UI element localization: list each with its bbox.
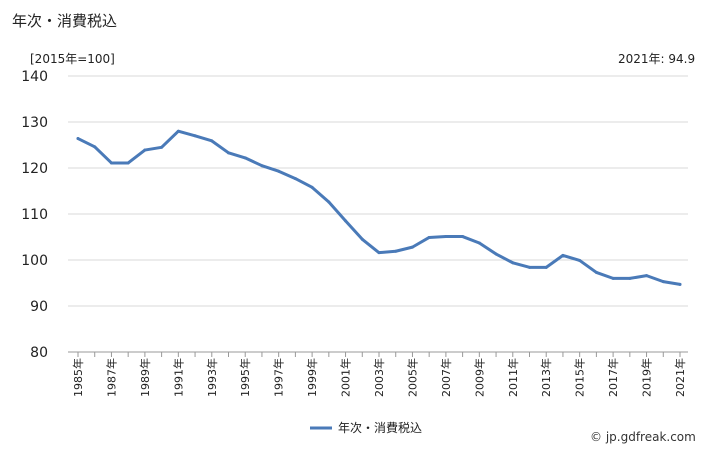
data-point <box>477 241 481 245</box>
x-tick-label: 2003年 <box>372 358 386 397</box>
data-point <box>277 169 281 173</box>
data-point <box>628 276 632 280</box>
x-tick-label: 2001年 <box>339 358 353 397</box>
data-point <box>227 151 230 155</box>
legend-label: 年次・消費税込 <box>338 420 422 435</box>
data-point <box>327 200 331 204</box>
data-point <box>461 235 465 239</box>
x-tick-label: 2007年 <box>439 358 453 397</box>
data-point <box>678 282 682 286</box>
x-tick-label: 2013年 <box>539 358 553 397</box>
latest-value-label: 2021年: 94.9 <box>618 52 696 66</box>
y-tick-label: 120 <box>21 161 48 177</box>
x-tick-label: 2005年 <box>405 358 419 397</box>
data-point <box>528 265 531 269</box>
data-point <box>160 145 164 149</box>
data-point <box>611 276 615 280</box>
x-tick-label: 2015年 <box>573 358 587 397</box>
data-point <box>126 161 130 165</box>
data-point <box>344 219 348 223</box>
data-point <box>410 245 414 249</box>
gridlines <box>68 75 688 307</box>
legend: 年次・消費税込 <box>310 420 422 435</box>
x-tick-labels: 1985年 1987年 1989年 1991年 1993年 1995年 1997年 1999年… <box>71 358 687 397</box>
data-point <box>143 148 147 152</box>
x-tick-label: 1985年 <box>71 358 85 397</box>
source-credit: © jp.gdfreak.com <box>590 430 696 444</box>
x-tick-label: 2021年 <box>673 358 687 397</box>
x-tick-label: 2011年 <box>506 358 520 397</box>
series-line <box>76 129 682 286</box>
x-tick-label: 1987年 <box>104 358 118 397</box>
data-point <box>193 134 197 138</box>
x-tick-label: 2019年 <box>640 358 654 397</box>
x-tick-label: 1995年 <box>238 358 252 397</box>
x-tick-label: 2009年 <box>472 358 486 397</box>
data-point <box>260 164 264 168</box>
data-point <box>427 235 431 239</box>
x-tick-label: 1997年 <box>272 358 286 397</box>
data-point <box>109 161 113 165</box>
data-point <box>243 156 247 160</box>
data-point <box>594 270 598 274</box>
data-point <box>645 274 649 278</box>
data-point <box>511 261 515 265</box>
y-tick-label: 100 <box>21 253 48 269</box>
y-tick-labels: 80 90 100 110 120 130 140 <box>21 69 48 361</box>
x-tick-label: 1999年 <box>305 358 319 397</box>
data-point <box>310 185 314 189</box>
x-tick-label: 1993年 <box>205 358 219 397</box>
data-point <box>377 251 381 255</box>
unit-label: [2015年=100] <box>30 52 115 66</box>
data-point <box>176 129 180 133</box>
x-axis <box>68 351 688 357</box>
x-tick-label: 1989年 <box>138 358 152 397</box>
data-point <box>93 145 97 149</box>
data-point <box>293 177 297 181</box>
y-tick-label: 90 <box>30 299 48 315</box>
series-lines <box>76 129 682 286</box>
data-point <box>76 137 80 141</box>
data-point <box>578 258 582 262</box>
y-tick-label: 140 <box>21 69 48 85</box>
y-tick-label: 130 <box>21 115 48 131</box>
data-point <box>360 237 364 241</box>
data-point <box>661 280 665 284</box>
data-point <box>210 139 214 143</box>
y-tick-label: 110 <box>21 207 48 223</box>
x-tick-label: 1991年 <box>171 358 185 397</box>
chart-title: 年次・消費税込 <box>12 12 118 30</box>
data-point <box>494 252 498 256</box>
x-tick-label: 2017年 <box>606 358 620 397</box>
data-point <box>444 235 448 239</box>
data-point <box>394 249 398 253</box>
data-point <box>561 253 565 257</box>
y-tick-label: 80 <box>30 345 48 361</box>
data-point <box>544 265 548 269</box>
